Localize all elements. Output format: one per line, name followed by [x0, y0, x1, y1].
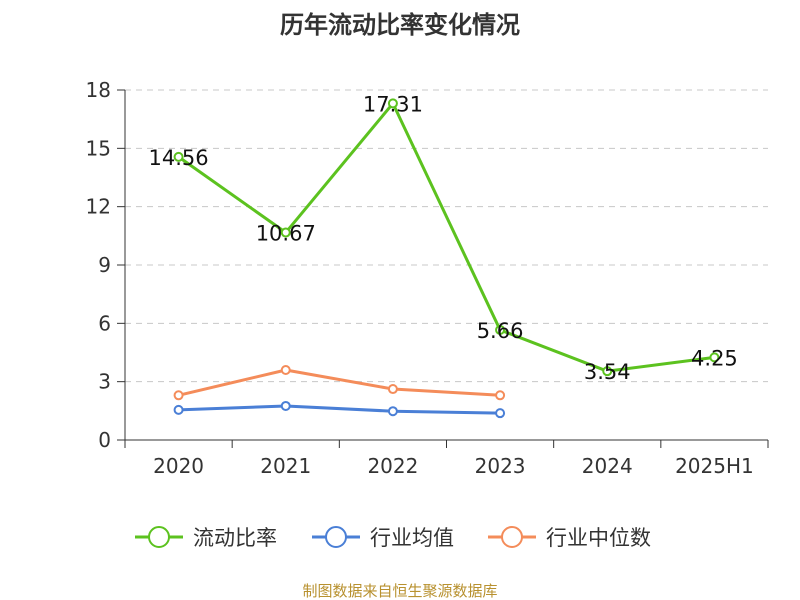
x-tick-label: 2023	[475, 454, 526, 478]
series-line-1	[178, 404, 501, 415]
data-label: 10.67	[256, 222, 316, 246]
x-tick-label: 2025H1	[675, 454, 754, 478]
data-label: 5.66	[477, 319, 524, 343]
legend-label: 行业均值	[370, 526, 454, 550]
legend[interactable]: 流动比率 行业均值 行业中位数	[135, 526, 651, 550]
data-point[interactable]	[387, 384, 398, 395]
series-group	[173, 98, 720, 419]
y-tick-label: 15	[86, 136, 111, 160]
data-point[interactable]	[495, 324, 506, 335]
legend-marker	[148, 526, 170, 548]
data-point[interactable]	[280, 400, 291, 411]
y-tick-label: 12	[86, 195, 111, 219]
data-labels: 14.56 10.67 17.31 5.66 3.54 4.25	[149, 92, 738, 384]
data-label: 17.31	[363, 92, 423, 116]
x-tick-label: 2022	[367, 454, 418, 478]
y-tick-label: 0	[98, 428, 111, 452]
data-label: 14.56	[149, 146, 209, 170]
legend-item-1[interactable]: 行业均值	[312, 526, 454, 550]
data-point[interactable]	[709, 352, 720, 363]
legend-item-0[interactable]: 流动比率	[135, 526, 277, 550]
data-point[interactable]	[602, 366, 613, 377]
series-line-2	[178, 368, 501, 397]
data-point[interactable]	[280, 365, 291, 375]
y-tick-label: 3	[98, 370, 111, 394]
data-point[interactable]	[173, 404, 184, 415]
series-line-0	[177, 101, 715, 373]
y-tick-label: 9	[98, 253, 111, 277]
data-point[interactable]	[495, 408, 506, 419]
data-point[interactable]	[495, 390, 506, 401]
data-point[interactable]	[173, 390, 184, 401]
y-tick-label: 6	[98, 311, 111, 335]
legend-label: 流动比率	[193, 526, 277, 550]
y-tick-label: 18	[86, 78, 111, 102]
data-point[interactable]	[387, 406, 398, 417]
legend-marker	[501, 526, 523, 548]
chart-title: 历年流动比率变化情况	[280, 11, 520, 39]
source-note: 制图数据来自恒生聚源数据库	[302, 582, 497, 600]
grid-lines	[125, 89, 768, 383]
legend-item-2[interactable]: 行业中位数	[488, 526, 651, 550]
x-tick-label: 2024	[582, 454, 633, 478]
legend-label: 行业中位数	[546, 526, 651, 550]
legend-marker	[325, 526, 347, 548]
data-label: 3.54	[584, 360, 631, 384]
data-label: 4.25	[691, 346, 738, 370]
x-tick-label: 2020	[153, 454, 204, 478]
x-tick-label: 2021	[260, 454, 311, 478]
data-point[interactable]	[173, 151, 184, 162]
data-point[interactable]	[280, 227, 291, 238]
axes: 0 3 6 9 12 15 18 2020 2021 2022 2023 2024 2025H1	[86, 78, 769, 478]
data-point[interactable]	[387, 98, 398, 109]
